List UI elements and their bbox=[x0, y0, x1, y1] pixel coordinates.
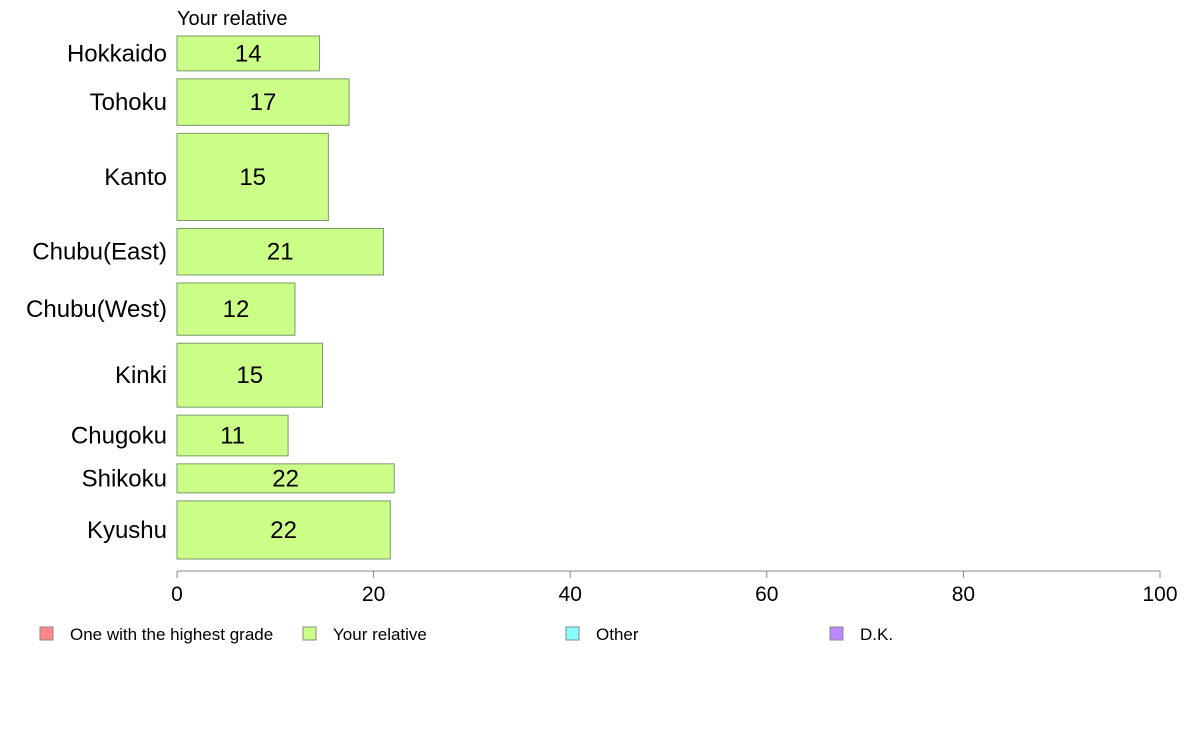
category-label: Kinki bbox=[115, 362, 167, 389]
bar-hokkaido bbox=[176, 35, 321, 72]
x-tick-label: 100 bbox=[1142, 583, 1177, 606]
legend: One with the highest grade Your relative O… bbox=[39, 625, 893, 644]
x-tick-label: 40 bbox=[559, 583, 582, 606]
data-label: 17 bbox=[250, 89, 277, 116]
category-label: Shikoku bbox=[82, 465, 167, 492]
bar-chubu-east bbox=[176, 227, 384, 276]
legend-swatch bbox=[565, 626, 580, 641]
category-labels: Hokkaido Tohoku Kanto Chubu(East) Chubu(West… bbox=[26, 40, 167, 544]
legend-label: Other bbox=[596, 625, 639, 644]
chart-title: Your relative bbox=[177, 8, 287, 30]
x-tick-label: 20 bbox=[362, 583, 385, 606]
data-label: 15 bbox=[239, 164, 266, 191]
bar-shikoku bbox=[176, 463, 395, 494]
x-tick-label: 60 bbox=[755, 583, 778, 606]
category-label: Chubu(East) bbox=[32, 239, 167, 266]
legend-label: D.K. bbox=[860, 625, 893, 644]
x-tick-label: 80 bbox=[952, 583, 975, 606]
data-label: 11 bbox=[220, 423, 245, 450]
category-label: Chubu(West) bbox=[26, 296, 167, 323]
bar-tohoku bbox=[176, 78, 350, 126]
legend-swatch bbox=[302, 626, 317, 641]
legend-label: One with the highest grade bbox=[70, 625, 273, 644]
category-label: Tohoku bbox=[90, 89, 167, 116]
x-axis: 0 20 40 60 80 100 bbox=[171, 570, 1178, 606]
legend-swatch bbox=[829, 626, 844, 641]
bar-kanto bbox=[176, 132, 329, 221]
data-label: 22 bbox=[270, 517, 297, 544]
x-tick-label: 0 bbox=[171, 583, 183, 606]
data-label: 15 bbox=[236, 362, 263, 389]
bar-chugoku bbox=[176, 414, 289, 457]
bar-kyushu bbox=[176, 500, 391, 560]
legend-swatch bbox=[39, 626, 54, 641]
legend-label: Your relative bbox=[333, 625, 427, 644]
data-label: 22 bbox=[272, 465, 299, 492]
bar-kinki bbox=[176, 342, 323, 408]
data-label: 21 bbox=[267, 239, 294, 266]
bars-group: 14 17 15 21 12 15 11 22 22 bbox=[176, 35, 395, 560]
data-label: 14 bbox=[235, 40, 262, 67]
category-label: Chugoku bbox=[71, 423, 167, 450]
category-label: Kanto bbox=[104, 164, 167, 191]
category-label: Hokkaido bbox=[67, 40, 167, 67]
data-label: 12 bbox=[223, 296, 250, 323]
bar-chubu-west bbox=[176, 282, 296, 336]
category-label: Kyushu bbox=[87, 517, 167, 544]
